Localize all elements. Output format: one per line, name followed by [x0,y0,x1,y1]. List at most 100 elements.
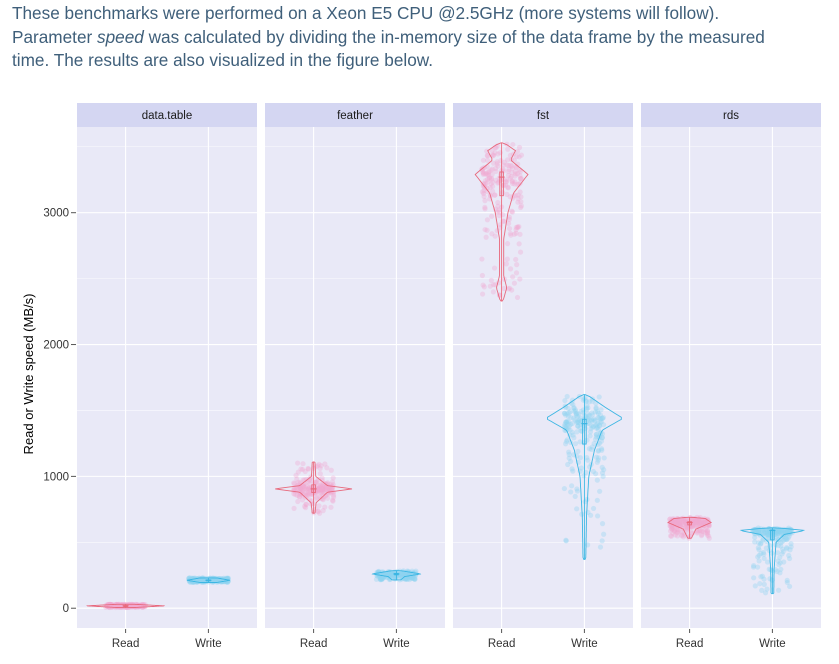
jitter-point [697,521,703,527]
jitter-point [514,171,521,177]
jitter-point [581,409,587,415]
jitter-point [778,528,784,534]
jitter-point [201,577,207,584]
jitter-point [775,558,781,564]
jitter-point [566,449,572,455]
jitter-point [682,517,689,524]
jitter-point [493,165,499,171]
jitter-point [669,525,675,531]
jitter-point [299,488,305,494]
jitter-point [322,486,329,492]
jitter-point [675,516,681,522]
jitter-point [482,178,488,184]
jitter-point [575,448,581,455]
jitter-point [787,583,793,590]
jitter-point [386,573,392,579]
jitter-point [495,180,501,186]
jitter-point [313,479,319,486]
jitter-point [322,461,328,467]
jitter-point [496,207,502,213]
jitter-point [513,192,519,198]
jitter-point [200,576,207,582]
jitter-point [297,491,303,498]
jitter-point [777,528,783,535]
jitter-point [127,604,133,610]
jitter-point [780,531,786,538]
jitter-point [496,209,503,215]
jitter-point [403,571,409,577]
jitter-point [398,571,405,577]
jitter-point [509,163,515,169]
jitter-point [482,206,488,212]
jitter-point [319,475,325,481]
violin-shape [86,603,165,609]
jitter-point [693,517,700,523]
jitter-point [329,479,336,485]
jitter-point [598,438,605,444]
jitter-point [760,549,767,556]
jitter-point [139,602,145,608]
jitter-point [306,484,312,491]
jitter-point [582,499,588,505]
jitter-point [595,447,602,454]
jitter-point [385,570,392,576]
violin-shape [186,577,231,583]
jitter-point [506,220,512,226]
jitter-point [318,482,324,488]
jitter-point [387,572,393,578]
jitter-point [704,532,711,538]
jitter-point [780,534,786,540]
jitter-point [484,177,490,183]
jitter-point [330,497,336,503]
jitter-point [588,446,595,453]
jitter-point [674,519,680,525]
jitter-point [299,497,306,503]
jitter-point [775,529,781,535]
jitter-point [755,554,761,560]
jitter-point [322,504,328,510]
jitter-point [377,575,384,582]
jitter-point [563,441,569,447]
jitter-point [777,570,783,576]
jitter-point [483,171,489,177]
jitter-point [305,491,311,498]
jitter-point [312,490,318,496]
jitter-point [507,175,514,181]
jitter-point [377,577,384,583]
jitter-point [493,168,499,174]
jitter-point [479,291,486,297]
jitter-point [564,393,570,400]
facet-panel-background [77,127,257,628]
jitter-point [307,490,313,497]
jitter-point [679,529,685,535]
jitter-point [781,526,787,532]
jitter-point [495,203,501,209]
jitter-point [480,282,486,288]
jitter-point [305,485,312,491]
jitter-point [480,190,487,197]
jitter-point [490,152,497,158]
jitter-point [691,519,697,525]
jitter-point [777,529,783,535]
jitter-point [780,528,786,534]
jitter-point [762,532,768,538]
jitter-point [138,602,144,608]
jitter-point [480,181,486,187]
jitter-point [200,577,206,583]
jitter-point [594,477,600,483]
jitter-point [507,230,514,237]
jitter-point [691,520,697,526]
jitter-point [756,552,762,558]
jitter-point [318,490,324,496]
jitter-point [488,277,494,284]
jitter-point [501,285,507,292]
jitter-point [670,525,677,532]
jitter-point [318,484,325,490]
jitter-point [297,486,303,492]
jitter-point [589,418,595,424]
jitter-point [515,224,521,231]
jitter-point [506,166,512,172]
jitter-point [787,526,793,533]
jitter-point [757,541,764,547]
jitter-point [116,602,123,608]
